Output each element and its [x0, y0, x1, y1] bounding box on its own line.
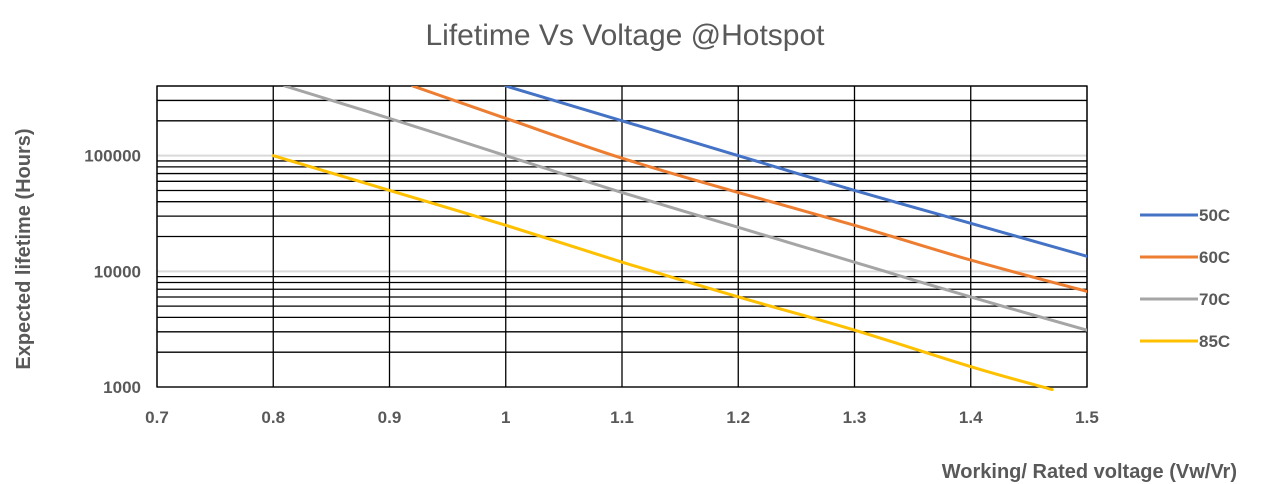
legend-label: 60C — [1199, 248, 1230, 267]
legend-item-60C: 60C — [1140, 248, 1230, 267]
chart-title: Lifetime Vs Voltage @Hotspot — [426, 19, 826, 52]
series-group — [271, 86, 1087, 391]
series-line-70C — [283, 86, 1087, 332]
x-tick-label: 0.7 — [145, 408, 169, 427]
legend-label: 70C — [1199, 290, 1230, 309]
legend-item-50C: 50C — [1140, 206, 1230, 225]
x-axis-ticks: 0.7 0.8 0.9 1 1.1 1.2 1.3 1.4 1.5 — [145, 408, 1099, 427]
x-tick-label: 0.8 — [261, 408, 285, 427]
series-line-60C — [411, 86, 1087, 293]
plot-series — [271, 86, 1087, 391]
legend-label: 50C — [1199, 206, 1230, 225]
x-tick-label: 1.3 — [843, 408, 867, 427]
y-tick-label: 100000 — [84, 147, 141, 166]
legend-label: 85C — [1199, 332, 1230, 351]
x-tick-label: 1.1 — [610, 408, 634, 427]
y-axis-label: Expected lifetime (Hours) — [13, 128, 35, 369]
legend-item-85C: 85C — [1140, 332, 1230, 351]
x-axis-label: Working/ Rated voltage (Vw/Vr) — [942, 461, 1237, 483]
y-axis-ticks: 1000 10000 100000 — [84, 147, 141, 397]
x-tick-label: 1.2 — [726, 408, 750, 427]
plot-area-border — [156, 85, 1088, 388]
x-tick-label: 1.4 — [959, 408, 983, 427]
y-tick-label: 1000 — [103, 378, 141, 397]
legend-item-70C: 70C — [1140, 290, 1230, 309]
y-tick-label: 10000 — [94, 262, 141, 281]
plot-grid — [156, 85, 1088, 388]
series-line-85C — [271, 154, 1054, 391]
x-tick-label: 1 — [501, 408, 510, 427]
x-tick-label: 1.5 — [1075, 408, 1099, 427]
x-tick-label: 0.9 — [378, 408, 402, 427]
series-line-50C — [504, 86, 1087, 258]
chart-legend: 50C 60C 70C 85C — [1140, 206, 1230, 351]
